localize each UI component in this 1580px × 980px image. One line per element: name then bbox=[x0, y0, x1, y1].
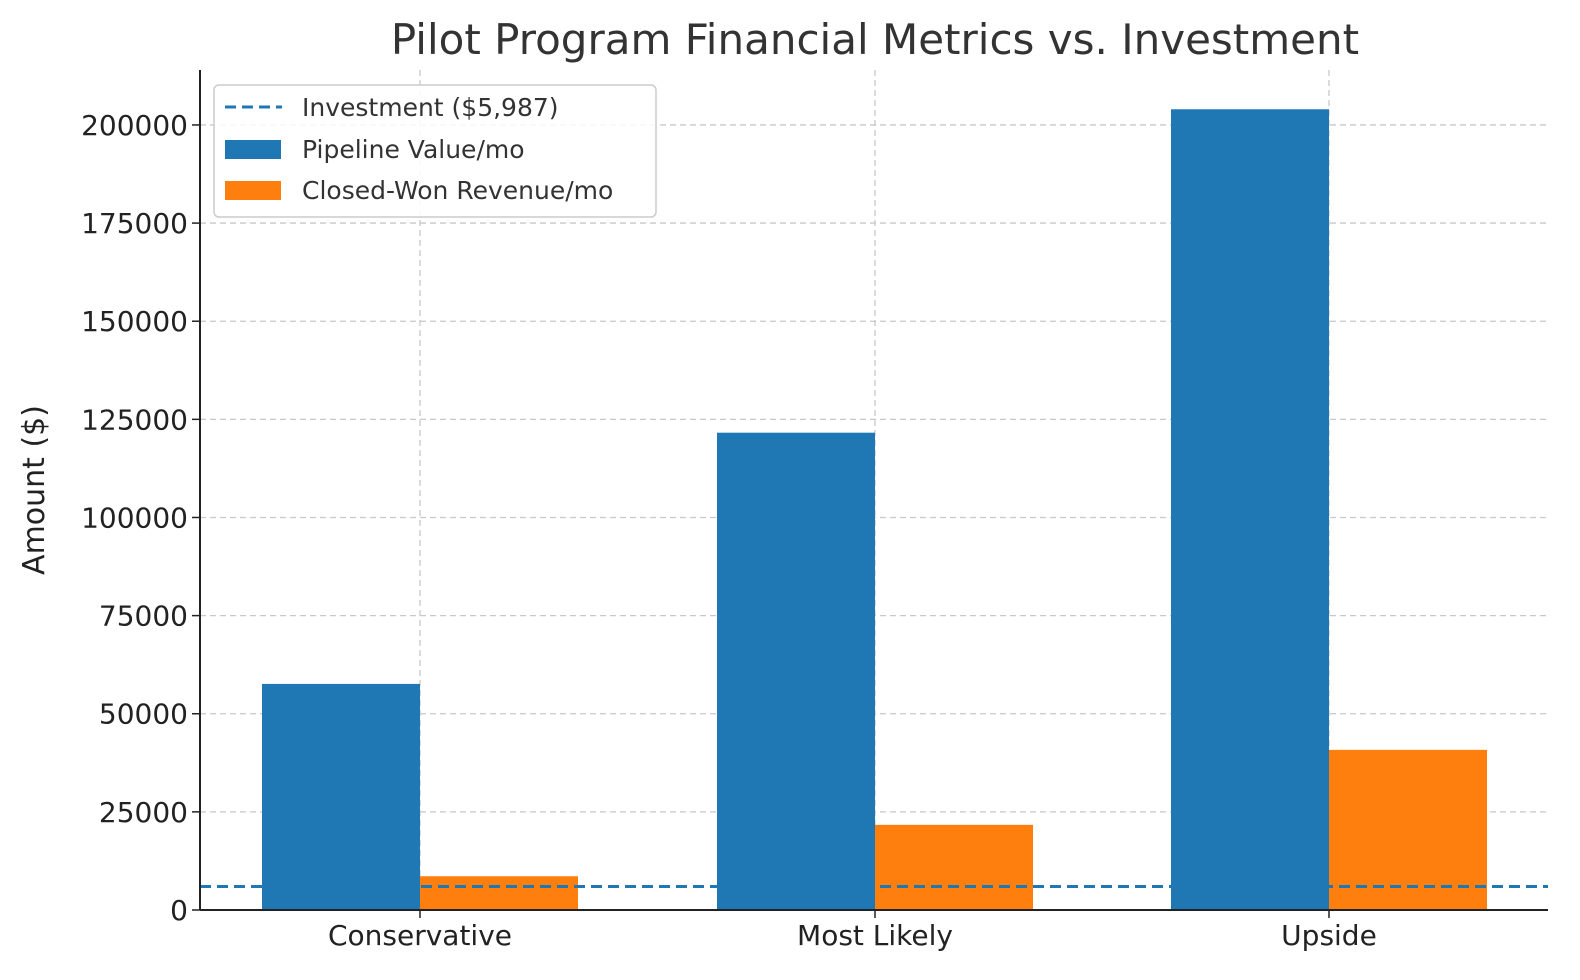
y-tick-label: 150000 bbox=[81, 305, 188, 338]
tick-labels: 0 25000 50000 75000 100000 125000 150000 175000… bbox=[81, 109, 1377, 952]
bar-closed-won-0 bbox=[420, 876, 578, 910]
legend-frame bbox=[213, 84, 657, 218]
y-tick-label: 50000 bbox=[99, 698, 188, 731]
y-tick-label: 100000 bbox=[81, 501, 188, 534]
x-tick-label: Upside bbox=[1281, 919, 1377, 952]
y-tick-label: 175000 bbox=[81, 207, 188, 240]
bar-closed-won-2 bbox=[1329, 749, 1487, 910]
y-tick-label: 0 bbox=[170, 894, 188, 927]
bar-closed-won-1 bbox=[875, 824, 1033, 910]
legend-pipeline-swatch bbox=[225, 140, 281, 159]
bar-pipeline-2 bbox=[1171, 109, 1329, 911]
y-tick-label: 125000 bbox=[81, 403, 188, 436]
legend-investment-label: Investment ($5,987) bbox=[302, 93, 559, 122]
y-tick-label: 200000 bbox=[81, 109, 188, 142]
legend-closed-won-label: Closed-Won Revenue/mo bbox=[302, 176, 613, 205]
bar-pipeline-0 bbox=[262, 683, 420, 910]
x-tick-label: Conservative bbox=[328, 919, 512, 952]
y-axis-label: Amount ($) bbox=[17, 405, 52, 575]
legend-closed-won-swatch bbox=[225, 181, 281, 200]
axes bbox=[199, 70, 1548, 911]
legend-pipeline-label: Pipeline Value/mo bbox=[302, 135, 525, 164]
y-tick-label: 75000 bbox=[99, 600, 188, 633]
x-tick-label: Most Likely bbox=[797, 919, 953, 952]
legend: Investment ($5,987) Pipeline Value/mo Cl… bbox=[213, 84, 657, 218]
bar-pipeline-1 bbox=[717, 432, 875, 910]
y-tick-label: 25000 bbox=[99, 796, 188, 829]
bars bbox=[262, 109, 1487, 911]
chart-title: Pilot Program Financial Metrics vs. Inve… bbox=[391, 15, 1359, 64]
